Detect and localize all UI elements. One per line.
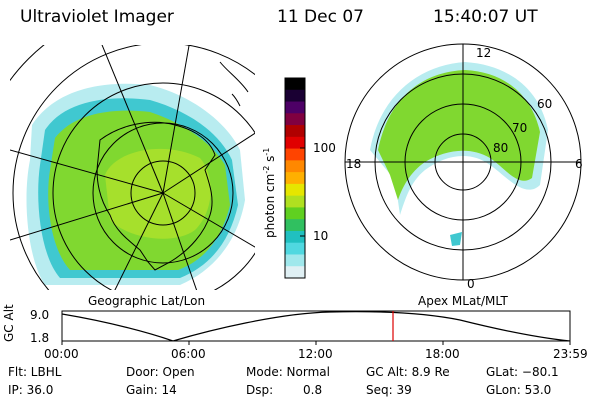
colorbar-tick-100: 100	[313, 141, 336, 155]
colorbar-stripe	[285, 183, 305, 197]
lat-label-80: 80	[493, 141, 509, 155]
colorbar-stripe	[285, 230, 305, 244]
colorbar-stripe	[285, 254, 305, 267]
colorbar-tick-10: 10	[313, 229, 329, 243]
status-ip: IP: 36.0	[8, 383, 54, 397]
status-dsp-value: 0.8	[303, 383, 323, 397]
status-flt: Flt: LBHL	[8, 365, 62, 379]
altitude-timeline	[61, 310, 571, 345]
instrument-title: Ultraviolet Imager	[20, 7, 174, 27]
colorbar-stripe	[285, 78, 305, 91]
lat-label-60: 60	[537, 97, 553, 111]
colorbar-stripe	[285, 172, 305, 185]
mlt-label-18: 18	[346, 157, 362, 171]
apex-caption: Apex MLat/MLT	[418, 294, 508, 308]
colorbar-stripe	[285, 125, 305, 138]
timeline-tick-0000: 00:00	[44, 347, 79, 361]
time-label: 15:40:07 UT	[433, 7, 538, 27]
status-mode: Mode: Normal	[246, 365, 330, 379]
timeline-tick-2359: 23:59	[553, 347, 588, 361]
status-door: Door: Open	[126, 365, 195, 379]
colorbar-stripe	[285, 195, 305, 208]
date-label: 11 Dec 07	[277, 7, 364, 27]
status-dsp-label: Dsp:	[246, 383, 274, 397]
timeline-tick-1200: 12:00	[298, 347, 333, 361]
status-gcalt: GC Alt: 8.9 Re	[366, 365, 450, 379]
timeline-ymin: 1.8	[30, 331, 50, 345]
mlt-label-12: 12	[476, 46, 492, 60]
colorbar-frame	[284, 77, 306, 279]
altitude-curve	[62, 311, 570, 341]
colorbar	[285, 78, 305, 279]
colorbar-stripe	[285, 160, 305, 173]
status-glon: GLon: 53.0	[486, 383, 552, 397]
aurora-right-green	[378, 70, 540, 200]
magnetic-map	[344, 43, 582, 281]
coastline	[96, 121, 216, 271]
lat-label-70: 70	[512, 121, 528, 135]
colorbar-stripe	[285, 242, 305, 255]
colorbar-stripe	[285, 148, 305, 161]
timeline-tick-1800: 18:00	[425, 347, 460, 361]
mlt-label-6: 6	[575, 157, 583, 171]
geographic-map	[10, 45, 255, 290]
timeline-axis-label: GC Alt	[2, 304, 16, 342]
colorbar-stripe	[285, 266, 305, 279]
geographic-caption: Geographic Lat/Lon	[88, 294, 206, 308]
colorbar-unit: photon cm-2 s-1	[262, 147, 277, 238]
colorbar-stripe	[285, 207, 305, 220]
status-seq: Seq: 39	[366, 383, 412, 397]
colorbar-stripe	[285, 113, 305, 126]
aurora-right-cyan	[450, 232, 462, 246]
status-glat: GLat: −80.1	[486, 365, 559, 379]
mlt-label-0: 0	[467, 277, 475, 291]
colorbar-stripe	[285, 219, 305, 232]
status-gain: Gain: 14	[126, 383, 177, 397]
timeline-tick-0600: 06:00	[171, 347, 206, 361]
colorbar-stripe	[285, 89, 305, 103]
colorbar-stripe	[285, 101, 305, 114]
timeline-ymax: 9.0	[30, 308, 50, 322]
colorbar-stripe	[285, 136, 305, 150]
